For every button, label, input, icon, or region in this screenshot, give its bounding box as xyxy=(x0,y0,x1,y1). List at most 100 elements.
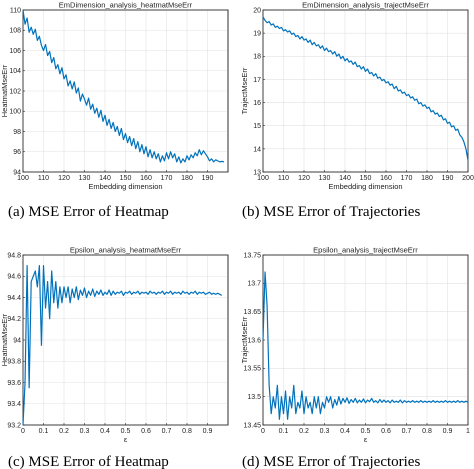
x-tick-label: 150 xyxy=(360,175,372,182)
y-tick-label: 94.6 xyxy=(7,274,21,281)
panel-b-embedding-trajectories: 100 110 120 130 140 150 160 170 180 190 200 13 14 15 1… xyxy=(240,1,474,192)
x-tick-label: 1 xyxy=(466,428,470,435)
x-tick-label: 0.3 xyxy=(80,428,90,435)
series-line-0 xyxy=(262,16,469,161)
x-tick-label: 170 xyxy=(161,175,173,182)
x-tick-label: 0 xyxy=(261,428,265,435)
panel-d-epsilon-trajectories: 0 0.1 0.2 0.3 0.4 0.5 0.6 0.7 0.8 0.9 1 13.45 13.5 13… xyxy=(240,246,470,445)
x-tick-label: 160 xyxy=(140,175,152,182)
caption-a: (a) MSE Error of Heatmap xyxy=(8,204,169,220)
y-tick-label: 94 xyxy=(13,169,21,176)
x-tick-label: 160 xyxy=(380,175,392,182)
y-tick-label: 18 xyxy=(253,54,261,61)
x-tick-label: 100 xyxy=(17,175,29,182)
x-tick-label: 0 xyxy=(21,428,25,435)
y-tick-label: 94.8 xyxy=(7,252,21,259)
y-tick-label: 19 xyxy=(253,31,261,38)
x-tick-label: 190 xyxy=(202,175,214,182)
x-tick-label: 110 xyxy=(38,175,49,182)
y-tick-label: 13.55 xyxy=(243,366,261,373)
caption-c: (c) MSE Error of Heatmap xyxy=(8,454,169,469)
x-tick-label: 120 xyxy=(58,175,70,182)
x-tick-label: 180 xyxy=(181,175,193,182)
y-tick-label: 13.5 xyxy=(247,394,261,401)
y-tick-label: 104 xyxy=(9,68,21,75)
y-axis-label: HeatmatMseErr xyxy=(0,64,9,117)
caption-d: (d) MSE Error of Trajectories xyxy=(242,454,420,469)
y-tick-label: 98 xyxy=(13,129,21,136)
x-tick-label: 0.6 xyxy=(381,428,391,435)
y-tick-label: 13.6 xyxy=(247,337,261,344)
x-tick-label: 0.6 xyxy=(141,428,151,435)
x-tick-label: 130 xyxy=(79,175,91,182)
y-tick-label: 93.6 xyxy=(7,380,21,387)
y-tick-label: 20 xyxy=(253,7,261,14)
y-tick-label: 13 xyxy=(253,169,261,176)
y-tick-label: 94.2 xyxy=(7,316,21,323)
y-tick-label: 16 xyxy=(253,100,261,107)
panel-c-epsilon-heatmap: 0 0.1 0.2 0.3 0.4 0.5 0.6 0.7 0.8 0.9 93.2 93.4 93.6… xyxy=(0,246,229,444)
x-tick-label: 100 xyxy=(257,175,269,182)
x-axis-label: ε xyxy=(124,435,128,444)
x-tick-label: 0.5 xyxy=(361,428,371,435)
x-tick-label: 0.8 xyxy=(182,428,192,435)
y-tick-label: 110 xyxy=(10,7,21,14)
caption-b: (b) MSE Error of Trajectories xyxy=(242,204,420,220)
x-tick-label: 180 xyxy=(421,175,433,182)
x-axis-label: Embedding dimension xyxy=(328,182,402,191)
x-tick-label: 0.5 xyxy=(121,428,131,435)
x-tick-label: 130 xyxy=(319,175,331,182)
x-tick-label: 0.1 xyxy=(279,428,289,435)
y-tick-label: 108 xyxy=(9,28,21,35)
x-tick-label: 0.7 xyxy=(402,428,412,435)
y-tick-label: 14 xyxy=(253,146,261,153)
x-tick-label: 0.3 xyxy=(320,428,330,435)
x-tick-label: 0.8 xyxy=(422,428,432,435)
plot-title: Epsilon_analysis_trajectMseErr xyxy=(313,246,418,255)
x-tick-label: 170 xyxy=(401,175,413,182)
x-tick-label: 110 xyxy=(278,175,289,182)
y-tick-label: 13.75 xyxy=(243,252,261,259)
x-tick-label: 150 xyxy=(120,175,132,182)
y-tick-label: 96 xyxy=(13,149,21,156)
y-tick-label: 13.45 xyxy=(243,422,261,429)
y-tick-label: 17 xyxy=(253,77,261,84)
y-tick-label: 94 xyxy=(13,337,21,344)
y-tick-label: 102 xyxy=(9,88,21,95)
plot-title: EmDimension_analysis_heatmatMseErr xyxy=(59,1,193,10)
x-tick-label: 0.2 xyxy=(299,428,309,435)
y-axis-label: HeatmatMseErr xyxy=(0,313,9,366)
x-axis-label: Embedding dimension xyxy=(88,182,162,191)
x-tick-label: 140 xyxy=(339,175,351,182)
x-tick-label: 0.7 xyxy=(162,428,172,435)
y-tick-label: 94.4 xyxy=(7,295,21,302)
y-tick-label: 13.7 xyxy=(247,281,261,288)
y-tick-label: 15 xyxy=(253,123,261,130)
x-tick-label: 120 xyxy=(298,175,310,182)
y-tick-label: 93.2 xyxy=(7,422,21,429)
y-tick-label: 100 xyxy=(9,109,21,116)
panel-a-embedding-heatmap: 100 110 120 130 140 150 160 170 180 190 94 96 98 100 1… xyxy=(0,1,229,191)
x-tick-label: 140 xyxy=(99,175,111,182)
x-tick-label: 0.9 xyxy=(443,428,453,435)
x-tick-label: 200 xyxy=(462,175,474,182)
plot-title: Epsilon_analysis_heatmatMseErr xyxy=(70,246,182,255)
x-tick-label: 0.2 xyxy=(59,428,69,435)
x-tick-label: 0.9 xyxy=(203,428,213,435)
x-tick-label: 0.1 xyxy=(39,428,49,435)
plot-title: EmDimension_analysis_trajectMseErr xyxy=(302,1,429,10)
y-axis-label: TrajectMseErr xyxy=(240,67,249,114)
y-tick-label: 93.4 xyxy=(7,401,21,408)
x-tick-label: 0.4 xyxy=(340,428,350,435)
x-tick-label: 0.4 xyxy=(100,428,110,435)
y-axis-label: TrajectMseErr xyxy=(240,316,249,363)
x-tick-label: 190 xyxy=(442,175,454,182)
series-line-0 xyxy=(22,265,223,426)
y-tick-label: 13.65 xyxy=(243,309,261,316)
y-tick-label: 106 xyxy=(9,48,21,55)
x-axis-label: ε xyxy=(364,435,368,444)
series-line-0 xyxy=(22,9,225,164)
y-tick-label: 93.8 xyxy=(7,359,21,366)
series-line-0 xyxy=(262,271,469,420)
